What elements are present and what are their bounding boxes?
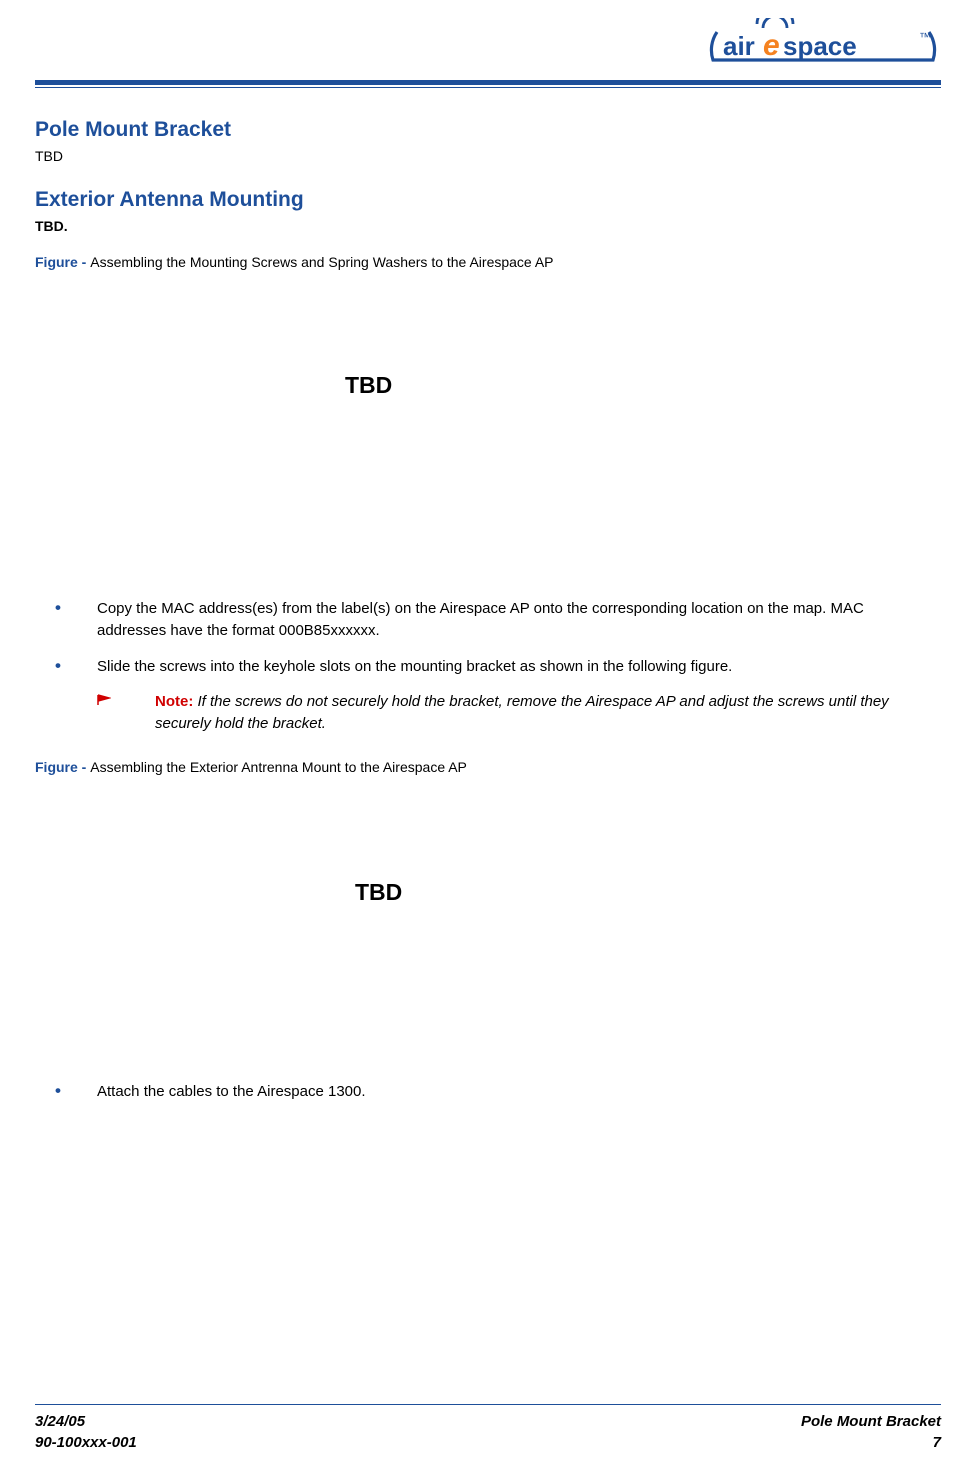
list-item: • Slide the screws into the keyhole slot… xyxy=(55,656,941,678)
figure-2-label: Figure - xyxy=(35,759,90,775)
bullet-icon: • xyxy=(55,598,97,642)
bullet-text: Attach the cables to the Airespace 1300. xyxy=(97,1081,376,1103)
footer-page: 7 xyxy=(933,1432,941,1454)
svg-text:e: e xyxy=(763,29,780,62)
note-text: Note: If the screws do not securely hold… xyxy=(155,691,941,735)
header-rule-thin xyxy=(35,87,941,88)
page-footer: 3/24/05 Pole Mount Bracket 90-100xxx-001… xyxy=(35,1404,941,1455)
note-body: If the screws do not securely hold the b… xyxy=(155,693,889,732)
footer-date: 3/24/05 xyxy=(35,1411,85,1433)
list-item: • Attach the cables to the Airespace 130… xyxy=(55,1081,941,1103)
bullet-text: Slide the screws into the keyhole slots … xyxy=(97,656,742,678)
heading-pole-mount: Pole Mount Bracket xyxy=(35,118,941,142)
note-item: Note: If the screws do not securely hold… xyxy=(97,691,941,735)
bullet-icon: • xyxy=(55,656,97,678)
svg-text:™: ™ xyxy=(919,30,931,44)
figure-1-text: Assembling the Mounting Screws and Sprin… xyxy=(90,254,553,270)
figure-1-caption: Figure - Assembling the Mounting Screws … xyxy=(35,254,941,270)
figure-1-label: Figure - xyxy=(35,254,90,270)
body-pole-mount: TBD xyxy=(35,148,941,164)
header-rule-thick xyxy=(35,80,941,85)
bullet-icon: • xyxy=(55,1081,97,1103)
svg-text:space: space xyxy=(783,31,857,61)
heading-exterior-antenna: Exterior Antenna Mounting xyxy=(35,188,941,212)
body-exterior-antenna: TBD. xyxy=(35,218,941,234)
figure-2-placeholder: TBD xyxy=(35,787,941,1027)
bullet-text: Copy the MAC address(es) from the label(… xyxy=(97,598,941,642)
note-flag-icon xyxy=(97,691,155,735)
figure-2-text: Assembling the Exterior Antrenna Mount t… xyxy=(90,759,467,775)
list-item: • Copy the MAC address(es) from the labe… xyxy=(55,598,941,642)
figure-2-caption: Figure - Assembling the Exterior Antrenn… xyxy=(35,759,941,775)
figure-1-placeholder: TBD xyxy=(35,282,941,544)
footer-title: Pole Mount Bracket xyxy=(801,1411,941,1433)
footer-docnum: 90-100xxx-001 xyxy=(35,1432,137,1454)
svg-text:air: air xyxy=(723,31,755,61)
brand-logo: air e space ™ xyxy=(699,18,941,73)
note-label: Note: xyxy=(155,693,193,710)
